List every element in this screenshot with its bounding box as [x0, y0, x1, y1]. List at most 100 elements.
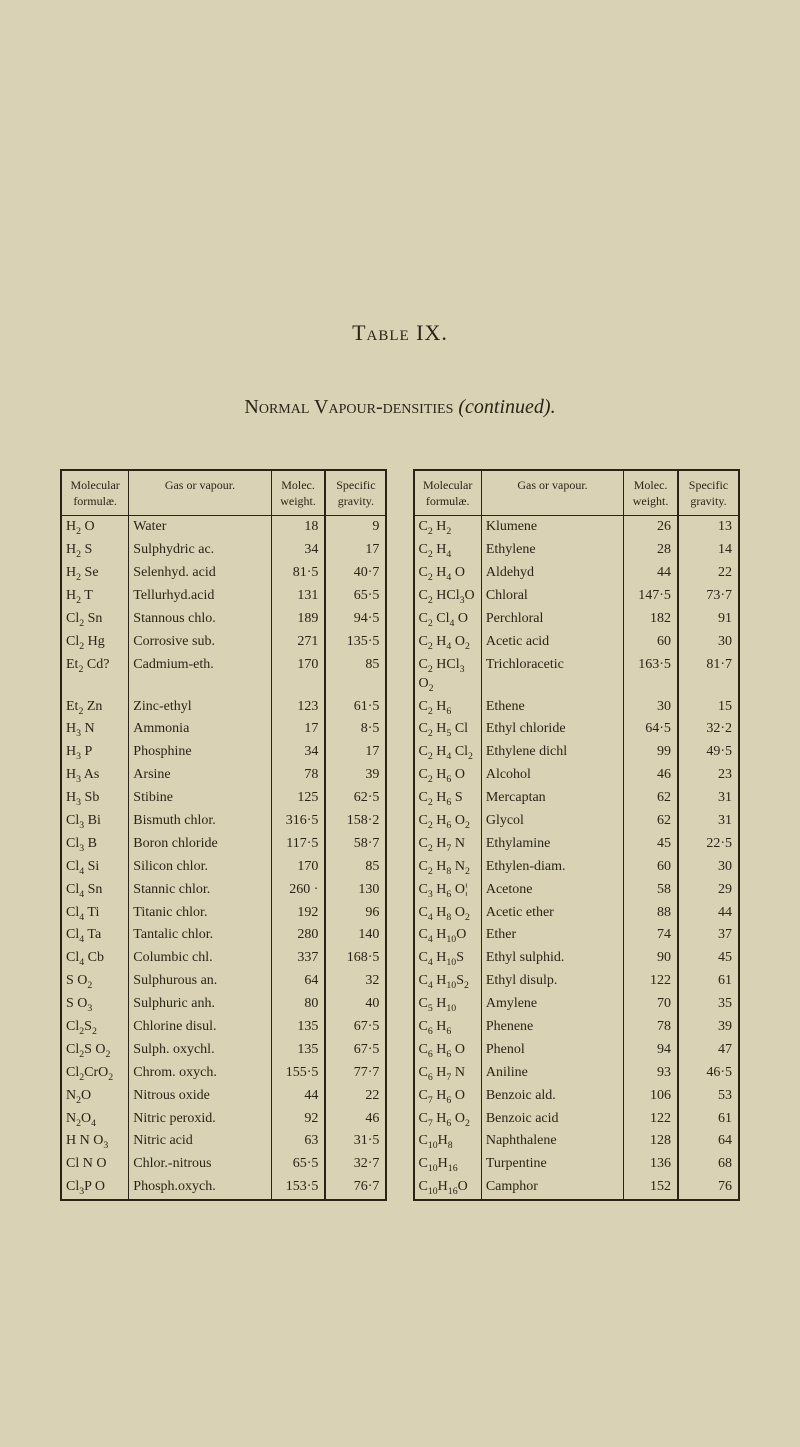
cell-sg: 47	[678, 1039, 739, 1062]
cell-sg: 49·5	[678, 741, 739, 764]
cell-mf: C2 H6 S	[414, 787, 482, 810]
cell-mw: 147·5	[624, 585, 678, 608]
cell-sg: 31	[678, 787, 739, 810]
cell-mw: 78	[271, 764, 325, 787]
cell-mw: 44	[624, 562, 678, 585]
cell-sep	[386, 879, 413, 902]
cell-mw: 92	[271, 1108, 325, 1131]
cell-mw: 135	[271, 1016, 325, 1039]
cell-sg: 67·5	[325, 1016, 386, 1039]
cell-sg: 39	[678, 1016, 739, 1039]
cell-mw: 128	[624, 1130, 678, 1153]
table-row: Cl3P OPhosph.oxych.153·576·7C10H16OCamph…	[61, 1176, 739, 1200]
cell-mf: S O2	[61, 970, 129, 993]
table-row: Et2 ZnZinc-ethyl12361·5C2 H6Ethene3015	[61, 696, 739, 719]
cell-mf: H2 T	[61, 585, 129, 608]
cell-sg: 22·5	[678, 833, 739, 856]
cell-sg: 40	[325, 993, 386, 1016]
cell-gas: Selenhyd. acid	[129, 562, 271, 585]
cell-mf: S O3	[61, 993, 129, 1016]
cell-sg: 85	[325, 654, 386, 696]
cell-sg: 22	[325, 1085, 386, 1108]
cell-gas: Ether	[481, 924, 623, 947]
cell-sep	[386, 654, 413, 696]
cell-mf: Cl4 Cb	[61, 947, 129, 970]
cell-sg: 65·5	[325, 585, 386, 608]
cell-mw: 60	[624, 631, 678, 654]
cell-sep	[386, 562, 413, 585]
cell-gas: Nitrous oxide	[129, 1085, 271, 1108]
cell-mf: C2 H6	[414, 696, 482, 719]
table-row: Cl4 TaTantalic chlor.280140C4 H10OEther7…	[61, 924, 739, 947]
cell-mw: 63	[271, 1130, 325, 1153]
cell-mf: H3 Sb	[61, 787, 129, 810]
table-row: H2 SSulphydric ac.3417C2 H4Ethylene2814	[61, 539, 739, 562]
cell-mw: 192	[271, 902, 325, 925]
col-sg-right: Specific gravity.	[678, 470, 739, 516]
table-row: N2ONitrous oxide4422C7 H6 OBenzoic ald.1…	[61, 1085, 739, 1108]
cell-gas: Sulphurous an.	[129, 970, 271, 993]
cell-sg: 32	[325, 970, 386, 993]
cell-mw: 58	[624, 879, 678, 902]
cell-mf: Cl N O	[61, 1153, 129, 1176]
cell-sg: 158·2	[325, 810, 386, 833]
cell-mf: C2 Cl4 O	[414, 608, 482, 631]
cell-mf: H2 O	[61, 516, 129, 539]
cell-gas: Stibine	[129, 787, 271, 810]
table-row: S O2Sulphurous an.6432C4 H10S2Ethyl disu…	[61, 970, 739, 993]
table-row: Cl2CrO2Chrom. oxych.155·577·7C6 H7 NAnil…	[61, 1062, 739, 1085]
cell-sg: 17	[325, 539, 386, 562]
col-gas-right: Gas or vapour.	[481, 470, 623, 516]
cell-sg: 44	[678, 902, 739, 925]
cell-sep	[386, 1039, 413, 1062]
cell-gas: Amylene	[481, 993, 623, 1016]
cell-mf: C3 H6 O¦	[414, 879, 482, 902]
cell-gas: Acetic ether	[481, 902, 623, 925]
table-header-row: Molecular formulæ. Gas or vapour. Molec.…	[61, 470, 739, 516]
cell-sg: 14	[678, 539, 739, 562]
cell-mf: C7 H6 O2	[414, 1108, 482, 1131]
cell-sep	[386, 924, 413, 947]
cell-mf: Cl2S O2	[61, 1039, 129, 1062]
cell-mf: C4 H8 O2	[414, 902, 482, 925]
cell-gas: Benzoic acid	[481, 1108, 623, 1131]
title-caps: Normal Vapour-densities	[244, 396, 453, 418]
cell-sg: 46	[325, 1108, 386, 1131]
vapour-density-table: Molecular formulæ. Gas or vapour. Molec.…	[60, 469, 740, 1201]
cell-mw: 65·5	[271, 1153, 325, 1176]
page: Table IX. Normal Vapour-densities (conti…	[0, 0, 800, 1447]
cell-mf: Cl4 Ta	[61, 924, 129, 947]
cell-mw: 189	[271, 608, 325, 631]
cell-mw: 28	[624, 539, 678, 562]
cell-gas: Zinc-ethyl	[129, 696, 271, 719]
table-row: H2 TTellurhyd.acid13165·5C2 HCl3OChloral…	[61, 585, 739, 608]
cell-sep	[386, 1085, 413, 1108]
cell-gas: Trichloracetic	[481, 654, 623, 696]
cell-sep	[386, 764, 413, 787]
cell-mw: 122	[624, 970, 678, 993]
cell-mf: Cl4 Si	[61, 856, 129, 879]
cell-mf: C2 H4 Cl2	[414, 741, 482, 764]
cell-gas: Aldehyd	[481, 562, 623, 585]
title-continued: (continued).	[458, 396, 555, 418]
cell-sg: 23	[678, 764, 739, 787]
cell-mf: C2 H5 Cl	[414, 718, 482, 741]
cell-sg: 15	[678, 696, 739, 719]
cell-mf: C10H16O	[414, 1176, 482, 1200]
cell-gas: Boron chloride	[129, 833, 271, 856]
cell-mw: 122	[624, 1108, 678, 1131]
cell-mf: C4 H10S	[414, 947, 482, 970]
cell-gas: Turpentine	[481, 1153, 623, 1176]
cell-sg: 140	[325, 924, 386, 947]
cell-sep	[386, 1062, 413, 1085]
cell-mw: 153·5	[271, 1176, 325, 1200]
cell-gas: Chlorine disul.	[129, 1016, 271, 1039]
cell-mf: C7 H6 O	[414, 1085, 482, 1108]
cell-sg: 77·7	[325, 1062, 386, 1085]
cell-mw: 30	[624, 696, 678, 719]
cell-mf: C10H16	[414, 1153, 482, 1176]
table-number-heading: Table IX.	[60, 320, 740, 346]
cell-mf: C2 HCl3O	[414, 585, 482, 608]
cell-gas: Chloral	[481, 585, 623, 608]
table-row: H3 PPhosphine3417C2 H4 Cl2Ethylene dichl…	[61, 741, 739, 764]
